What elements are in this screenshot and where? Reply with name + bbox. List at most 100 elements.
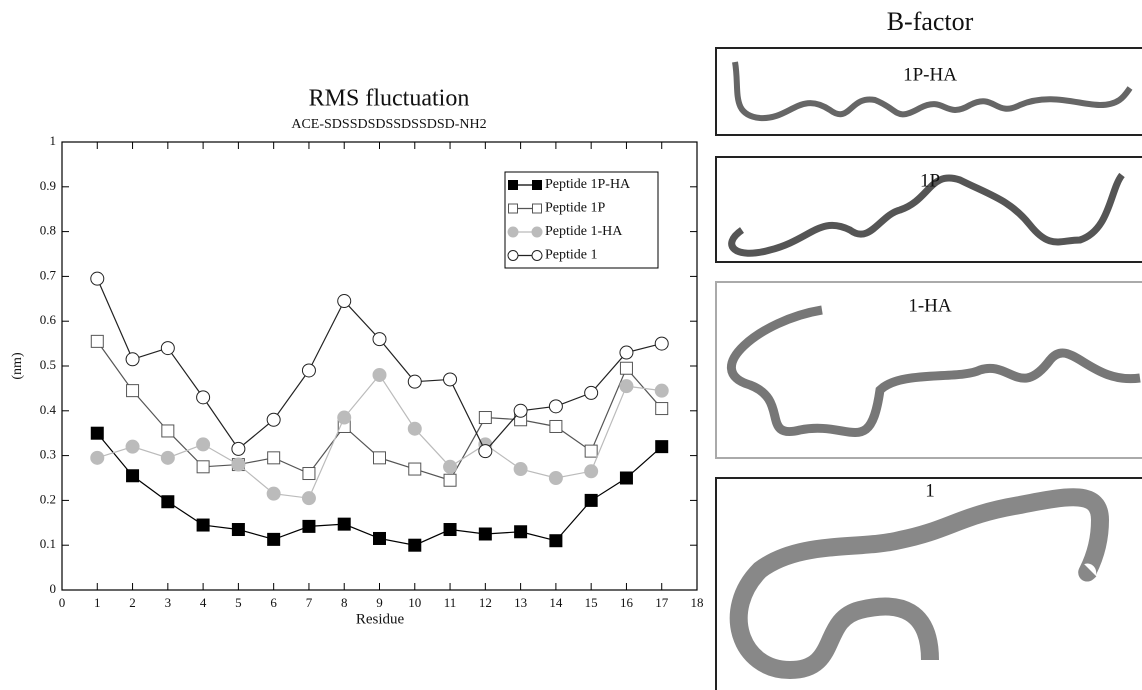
data-point [620, 346, 633, 359]
x-tick-label: 15 [585, 595, 598, 610]
series-line [97, 279, 661, 451]
x-tick-label: 14 [549, 595, 563, 610]
data-point [479, 445, 492, 458]
data-point [549, 400, 562, 413]
data-point [374, 452, 386, 464]
legend-marker [509, 181, 518, 190]
x-tick-label: 2 [129, 595, 136, 610]
data-point [91, 272, 104, 285]
data-point [197, 391, 210, 404]
data-point [162, 496, 174, 508]
data-point [126, 440, 139, 453]
x-tick-label: 13 [514, 595, 527, 610]
panel-title: B-factor [887, 7, 974, 36]
data-point [197, 519, 209, 531]
data-point [409, 539, 421, 551]
data-point [267, 487, 280, 500]
x-tick-label: 12 [479, 595, 492, 610]
x-tick-label: 10 [408, 595, 421, 610]
chart-subtitle: ACE-SDSSDSDSSDSSDSD-NH2 [291, 117, 486, 132]
data-point [549, 472, 562, 485]
data-point [514, 404, 527, 417]
data-point [268, 452, 280, 464]
data-point [585, 445, 597, 457]
data-point [656, 403, 668, 415]
data-point [515, 526, 527, 538]
legend-label: Peptide 1P [545, 201, 605, 216]
y-tick-label: 1 [50, 133, 57, 148]
y-tick-label: 0.4 [40, 402, 57, 417]
data-point [585, 494, 597, 506]
figure: RMS fluctuation ACE-SDSSDSDSSDSSDSD-NH2 … [0, 0, 1142, 690]
data-point [303, 468, 315, 480]
data-point [514, 463, 527, 476]
data-point [655, 384, 668, 397]
legend-marker [533, 181, 542, 190]
data-point [127, 385, 139, 397]
series-line [97, 433, 661, 545]
x-tick-label: 18 [691, 595, 704, 610]
data-point [479, 412, 491, 424]
data-point [408, 422, 421, 435]
data-point [232, 442, 245, 455]
data-point [655, 337, 668, 350]
data-point [91, 427, 103, 439]
legend-label: Peptide 1 [545, 248, 598, 263]
x-tick-label: 8 [341, 595, 348, 610]
data-point [479, 528, 491, 540]
y-tick-label: 0.8 [40, 223, 56, 238]
series-line [97, 375, 661, 498]
data-point [444, 460, 457, 473]
legend-marker [508, 227, 518, 237]
x-tick-label: 16 [620, 595, 634, 610]
data-point [373, 368, 386, 381]
x-tick-label: 3 [165, 595, 172, 610]
y-tick-label: 0.5 [40, 357, 56, 372]
data-point [302, 492, 315, 505]
data-point [268, 533, 280, 545]
x-tick-label: 7 [306, 595, 313, 610]
data-point [338, 518, 350, 530]
y-tick-label: 0.7 [40, 267, 57, 282]
x-tick-label: 1 [94, 595, 101, 610]
structure-panels [716, 48, 1142, 690]
legend-marker [532, 251, 542, 261]
data-point [585, 386, 598, 399]
data-point [338, 411, 351, 424]
data-point [374, 532, 386, 544]
data-point [444, 373, 457, 386]
data-point [127, 470, 139, 482]
y-axis-label: (nm) [10, 352, 25, 380]
data-point [232, 458, 245, 471]
y-tick-label: 0.1 [40, 536, 56, 551]
x-axis-label: Residue [356, 611, 405, 627]
data-point [444, 524, 456, 536]
y-tick-label: 0.6 [40, 312, 57, 327]
data-point [303, 520, 315, 532]
data-point [585, 465, 598, 478]
data-point [550, 535, 562, 547]
data-point [620, 380, 633, 393]
data-point [656, 441, 668, 453]
data-point [91, 335, 103, 347]
y-tick-label: 0.3 [40, 447, 56, 462]
legend-marker [508, 251, 518, 261]
data-point [620, 472, 632, 484]
x-tick-label: 0 [59, 595, 66, 610]
data-point [550, 420, 562, 432]
legend-marker [509, 204, 518, 213]
data-point [408, 375, 421, 388]
data-point [232, 524, 244, 536]
panel-label: 1P [920, 170, 940, 191]
x-tick-label: 9 [376, 595, 383, 610]
data-point [302, 364, 315, 377]
panel-label: 1-HA [908, 295, 952, 316]
legend-label: Peptide 1P-HA [545, 177, 631, 192]
chart-title: RMS fluctuation [309, 86, 470, 112]
data-point [444, 474, 456, 486]
data-point [161, 342, 174, 355]
data-point [373, 333, 386, 346]
data-point [267, 413, 280, 426]
y-tick-label: 0.2 [40, 491, 56, 506]
panel-label: 1 [925, 480, 935, 501]
